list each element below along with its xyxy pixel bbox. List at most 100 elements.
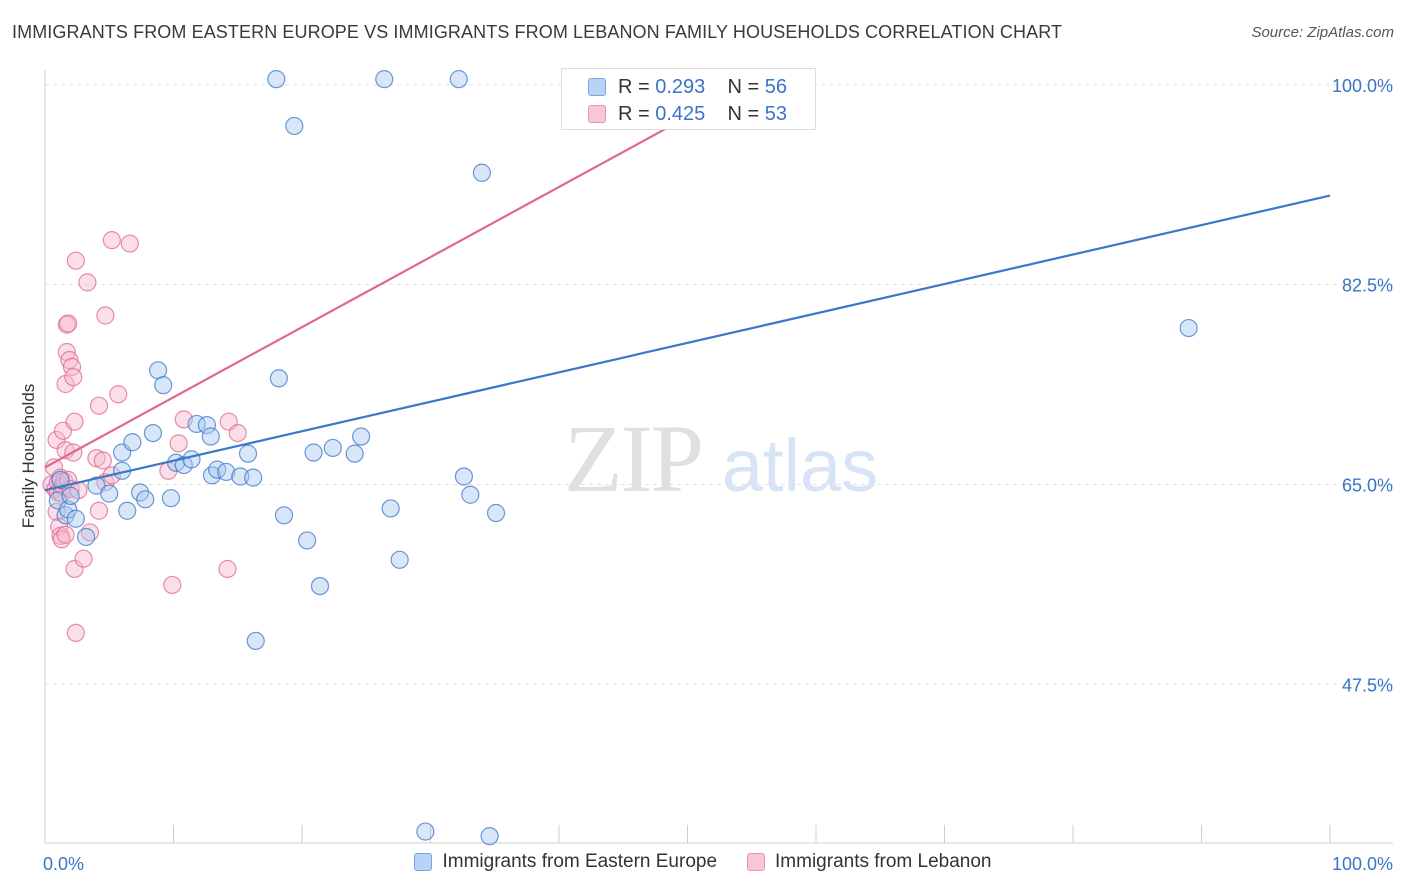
n-value: 56 xyxy=(764,75,788,98)
legend-swatch-blue xyxy=(414,853,433,871)
axes xyxy=(44,70,1393,844)
data-point xyxy=(182,450,201,469)
data-point xyxy=(47,430,66,450)
data-point xyxy=(102,231,121,250)
data-point xyxy=(238,444,258,463)
chart-title: IMMIGRANTS FROM EASTERN EUROPE VS IMMIGR… xyxy=(12,22,1063,42)
data-point xyxy=(61,486,80,505)
data-point xyxy=(390,550,409,569)
watermark-atlas: atlas xyxy=(722,424,878,507)
legend-swatch-pink xyxy=(747,853,766,871)
grid-lines xyxy=(45,84,1393,685)
data-point xyxy=(123,433,142,452)
y-tick-label: 100.0% xyxy=(1332,76,1393,96)
data-point xyxy=(298,531,317,550)
data-point xyxy=(246,631,265,651)
data-point xyxy=(66,251,85,270)
data-point xyxy=(51,470,70,490)
data-point xyxy=(381,499,400,518)
data-point xyxy=(57,315,76,334)
data-point xyxy=(269,369,288,388)
r-value: 0.293 xyxy=(655,75,706,98)
data-point xyxy=(352,427,371,446)
data-point xyxy=(56,374,75,394)
data-point xyxy=(274,506,294,525)
tick-labels: 47.5% 65.0% 82.5% 100.0% 0.0% 100.0% xyxy=(43,76,1393,874)
data-point xyxy=(66,509,85,528)
data-point xyxy=(64,368,83,387)
x-tick-label: 0.0% xyxy=(43,854,84,874)
legend-label: Immigrants from Eastern Europe xyxy=(442,851,718,872)
data-point xyxy=(285,116,304,136)
data-point xyxy=(100,484,119,503)
data-point xyxy=(449,70,468,89)
points-lebanon xyxy=(42,70,657,643)
r-value: 0.425 xyxy=(655,102,706,125)
data-point xyxy=(217,462,236,482)
data-point xyxy=(109,385,128,404)
data-point xyxy=(375,70,394,89)
data-point xyxy=(143,423,163,443)
data-point xyxy=(65,412,84,431)
data-point xyxy=(197,416,217,435)
stats-box: R = 0.293 N = 56 R = 0.425 N = 53 xyxy=(561,68,816,130)
legend-label: Immigrants from Lebanon xyxy=(775,851,992,872)
data-point xyxy=(323,438,342,458)
legend-item-eastern-europe[interactable]: Immigrants from Eastern Europe xyxy=(414,851,717,873)
data-point xyxy=(202,466,222,485)
stats-swatch-blue xyxy=(588,78,606,96)
data-point xyxy=(480,827,499,846)
data-point xyxy=(169,434,188,453)
data-point xyxy=(416,822,435,841)
x-tick-label: 100.0% xyxy=(1332,854,1393,874)
trend-line xyxy=(44,112,695,469)
data-point xyxy=(89,396,109,415)
data-point xyxy=(74,549,93,568)
data-point xyxy=(472,163,491,182)
data-point xyxy=(93,451,112,470)
legend: Immigrants from Eastern Europe Immigrant… xyxy=(0,851,1406,873)
trend-line xyxy=(44,194,1331,492)
data-point xyxy=(59,500,78,519)
stats-swatch-pink xyxy=(588,105,606,123)
y-tick-label: 82.5% xyxy=(1342,276,1393,296)
source-label: Source: ZipAtlas.com xyxy=(1251,24,1394,41)
n-label: N = xyxy=(727,75,760,98)
watermark: ZIP atlas xyxy=(564,405,878,512)
data-point xyxy=(231,467,250,486)
data-point xyxy=(77,527,96,547)
data-point xyxy=(218,559,237,579)
data-point xyxy=(120,234,139,253)
data-point xyxy=(56,525,75,544)
data-point xyxy=(154,376,173,395)
data-point xyxy=(59,314,78,333)
r-label: R = xyxy=(618,102,650,125)
data-point xyxy=(310,576,330,596)
data-point xyxy=(136,490,155,509)
data-point xyxy=(118,501,137,520)
data-point xyxy=(89,501,109,520)
y-tick-label: 47.5% xyxy=(1342,675,1393,695)
data-point xyxy=(163,575,182,595)
data-point xyxy=(201,427,220,446)
r-label: R = xyxy=(618,75,650,98)
data-point xyxy=(161,489,181,508)
n-value: 53 xyxy=(764,102,788,125)
data-point xyxy=(304,443,323,462)
data-point xyxy=(486,503,506,523)
legend-item-lebanon[interactable]: Immigrants from Lebanon xyxy=(747,851,992,873)
data-point xyxy=(78,273,97,292)
data-point xyxy=(228,423,247,443)
data-point xyxy=(345,444,364,463)
y-tick-label: 65.0% xyxy=(1342,475,1393,495)
watermark-zip: ZIP xyxy=(564,405,702,512)
data-point xyxy=(1179,318,1198,338)
data-point xyxy=(66,623,85,643)
n-label: N = xyxy=(727,102,760,125)
trend-lines xyxy=(44,112,1331,492)
data-point xyxy=(461,485,480,504)
data-point xyxy=(454,467,474,486)
data-point xyxy=(96,306,115,325)
data-point xyxy=(244,468,263,487)
